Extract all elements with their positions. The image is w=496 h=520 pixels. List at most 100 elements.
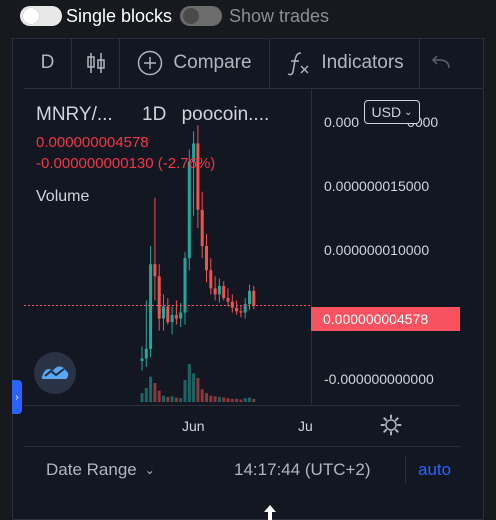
- volume-bar: [184, 380, 187, 402]
- indicators-button[interactable]: Indicators: [270, 38, 420, 88]
- date-range-label: Date Range: [46, 460, 137, 480]
- candle-body: [196, 143, 199, 209]
- gear-icon: [380, 414, 402, 436]
- volume-bar: [239, 399, 242, 402]
- show-trades-label: Show trades: [229, 6, 329, 27]
- legend-interval: 1D: [142, 104, 166, 125]
- legend-volume-label: Volume: [36, 188, 89, 206]
- candle-body: [222, 286, 225, 298]
- chart-type-button[interactable]: [72, 38, 120, 88]
- volume-bar: [141, 393, 144, 402]
- volume-bar: [171, 396, 174, 402]
- legend-change: -0.000000000130 (-2.76%): [36, 155, 215, 172]
- candle-body: [153, 264, 156, 276]
- legend-last-price: 0.000000004578: [36, 134, 149, 151]
- toggle-knob: [23, 8, 39, 24]
- chevron-right-icon: ›: [15, 392, 18, 403]
- indicators-label: Indicators: [321, 52, 403, 74]
- volume-bar: [252, 399, 255, 402]
- volume-bar: [145, 388, 148, 402]
- side-panel-toggle[interactable]: ›: [12, 380, 22, 414]
- show-trades-toggle[interactable]: [180, 6, 222, 26]
- candle-body: [227, 298, 230, 302]
- function-icon: [285, 50, 311, 76]
- legend-source: poocoin....: [182, 104, 270, 125]
- volume-bar: [209, 396, 212, 402]
- volume-bar: [231, 399, 234, 402]
- volume-bar: [218, 397, 221, 402]
- price-tick: 0.000000015000: [324, 178, 429, 194]
- volume-bar: [166, 397, 169, 402]
- plus-circle-icon: [137, 50, 163, 76]
- volume-bar: [162, 396, 165, 402]
- candles-icon: [85, 51, 107, 75]
- price-tick: 0.000000010000: [324, 242, 429, 258]
- compare-button[interactable]: Compare: [120, 38, 270, 88]
- single-blocks-toggle[interactable]: [20, 6, 62, 26]
- candle-body: [162, 307, 165, 319]
- time-label: Jun: [182, 418, 205, 434]
- divider: [405, 456, 406, 484]
- volume-bar: [179, 398, 182, 402]
- toggle-knob: [183, 8, 199, 24]
- candle-body: [209, 270, 212, 288]
- volume-bar: [192, 374, 195, 403]
- volume-bar: [227, 398, 230, 402]
- volume-bar: [214, 396, 217, 402]
- time-label: Ju: [298, 418, 313, 434]
- candle-body: [141, 358, 144, 360]
- candle-body: [145, 349, 148, 359]
- candle-body: [184, 258, 187, 312]
- currency-select[interactable]: USD ⌄: [364, 100, 420, 124]
- legend-symbol: MNRY/...: [36, 104, 113, 125]
- volume-bar: [248, 398, 251, 402]
- undo-button[interactable]: [420, 38, 460, 88]
- volume-bar: [149, 377, 152, 402]
- candle-body: [214, 288, 217, 294]
- candle-body: [205, 246, 208, 270]
- cloud-chart-icon: [40, 363, 70, 383]
- volume-bar: [235, 399, 238, 402]
- price-tick-head: 0.000: [324, 114, 359, 130]
- settings-button[interactable]: [380, 414, 402, 436]
- candle-body: [235, 308, 238, 312]
- volume-bar: [196, 378, 199, 402]
- candle-body: [175, 315, 178, 319]
- volume-bar: [205, 393, 208, 402]
- candle-body: [231, 302, 234, 308]
- tradingview-logo[interactable]: [34, 352, 76, 394]
- candle-body: [201, 210, 204, 246]
- candle-body: [149, 264, 152, 349]
- volume-bar: [244, 398, 247, 402]
- candle-body: [166, 307, 169, 323]
- top-bar: Single blocks Show trades: [0, 0, 496, 36]
- chevron-down-icon: ⌄: [404, 107, 412, 118]
- single-blocks-label: Single blocks: [66, 6, 172, 27]
- candle-body: [188, 162, 191, 259]
- clock-time: 14:17:44 (UTC+2): [234, 446, 371, 494]
- volume-bar: [201, 389, 204, 402]
- volume-bar: [153, 383, 156, 402]
- arrow-up-icon[interactable]: [262, 504, 278, 520]
- candle-body: [252, 291, 255, 306]
- candle-body: [171, 315, 174, 322]
- compare-label: Compare: [173, 52, 251, 74]
- candle-body: [218, 286, 221, 294]
- candle-body: [248, 291, 251, 304]
- interval-button[interactable]: D: [24, 38, 72, 88]
- candle-body: [179, 313, 182, 319]
- current-price-tag: 0.000000004578: [311, 307, 460, 331]
- volume-bar: [222, 398, 225, 402]
- legend-title: MNRY/... 1D poocoin....: [36, 104, 269, 126]
- volume-bar: [188, 364, 191, 402]
- volume-bar: [175, 398, 178, 402]
- currency-label: USD: [372, 104, 402, 120]
- chart-toolbar: D Compare Indicators: [24, 38, 484, 89]
- price-tick: -0.000000000000: [324, 371, 434, 387]
- candle-body: [239, 311, 242, 312]
- auto-scale-button[interactable]: auto: [418, 446, 451, 494]
- date-range-button[interactable]: Date Range ⌄: [46, 446, 155, 494]
- candle-body: [158, 276, 161, 318]
- chevron-down-icon: ⌄: [145, 463, 155, 477]
- volume-bar: [158, 391, 161, 402]
